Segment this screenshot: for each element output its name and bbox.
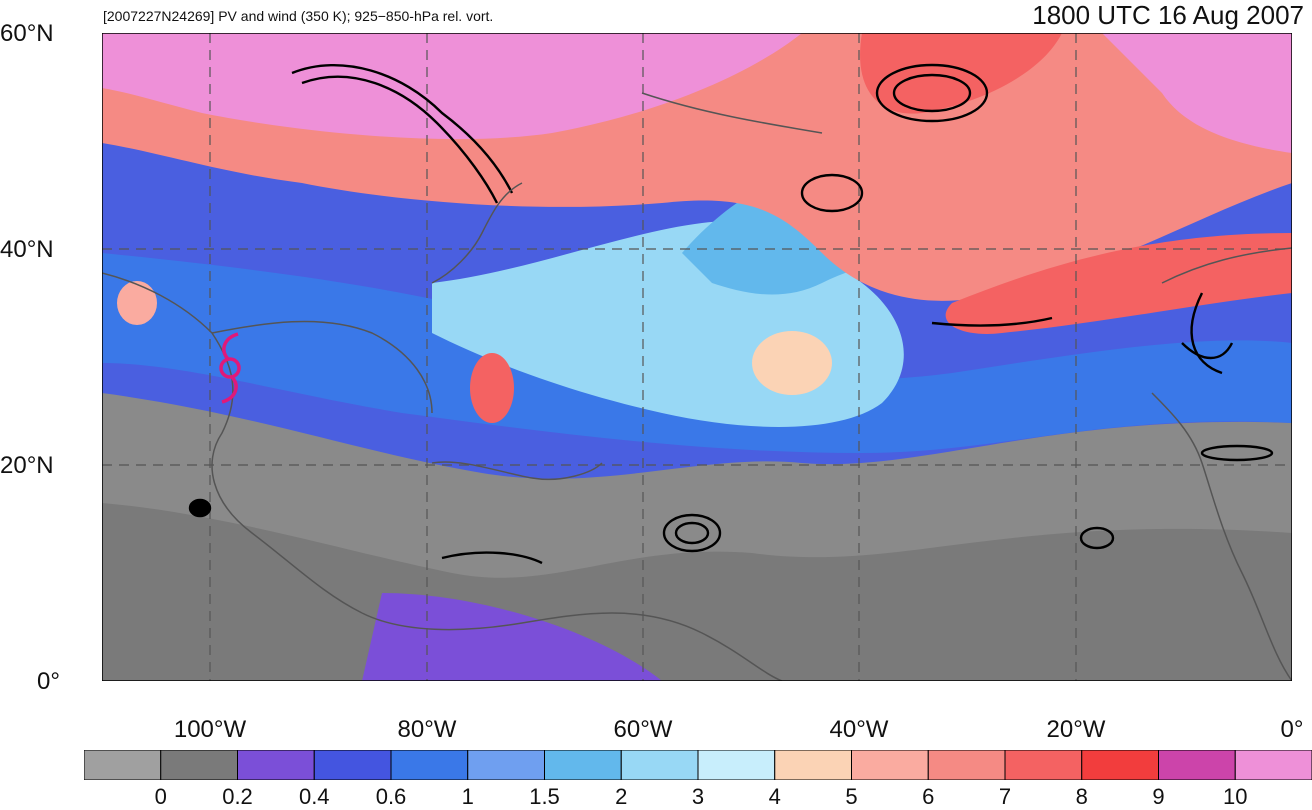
gridlines xyxy=(102,33,1292,681)
colorbar-swatch xyxy=(927,750,1006,780)
colorbar-tick-label: 0.4 xyxy=(298,784,330,809)
colorbar-tick-label: 0.6 xyxy=(375,784,407,809)
colorbar-tick-label: 6 xyxy=(922,784,935,809)
colorbar-tick-label: 0 xyxy=(154,784,167,809)
very-high-pv-ne xyxy=(1102,33,1292,153)
colorbar-swatch xyxy=(1004,750,1083,780)
colorbar-tick-label: 4 xyxy=(768,784,781,809)
coastlines xyxy=(102,92,1292,681)
colorbar-tick-label: 2 xyxy=(615,784,628,809)
colorbar-swatch xyxy=(237,750,315,780)
colorbar-swatch xyxy=(1158,750,1236,780)
lat-label-eq: 0° xyxy=(37,668,60,695)
pv-streamer xyxy=(945,233,1292,334)
colorbar-swatch xyxy=(84,750,162,780)
colorbar-tick-label: 9 xyxy=(1152,784,1165,809)
map-panel xyxy=(101,32,1293,682)
high-pv-core xyxy=(860,33,1062,114)
lat-label-20n: 20°N xyxy=(0,452,54,479)
map-title: 1800 UTC 16 Aug 2007 xyxy=(1032,0,1304,30)
colorbar-swatch xyxy=(620,750,699,780)
lon-label-80w: 80°W xyxy=(397,716,457,743)
purple-patch xyxy=(362,593,662,681)
pv-cutoff-west xyxy=(470,353,514,423)
pv-cutoff-mexico xyxy=(117,281,157,325)
colorbar-swatch xyxy=(390,750,469,780)
colorbar-swatch xyxy=(467,750,545,780)
lon-label-40w: 40°W xyxy=(829,716,889,743)
colorbar-swatch xyxy=(160,750,238,780)
lon-label-100w: 100°W xyxy=(173,716,247,743)
colorbar-swatch xyxy=(313,750,392,780)
very-high-pv-region xyxy=(102,33,802,140)
colorbar-tick-label: 1.5 xyxy=(529,784,560,809)
lon-label-20w: 20°W xyxy=(1046,716,1106,743)
map-subtitle: [2007227N24269] PV and wind (350 K); 925… xyxy=(103,8,494,24)
lat-label-60n: 60°N xyxy=(0,20,54,47)
colorbar-tick-label: 3 xyxy=(691,784,705,809)
blue-band xyxy=(102,253,1292,453)
colorbar-swatch xyxy=(697,750,776,780)
colorbar-swatch xyxy=(1234,750,1312,780)
colorbar-tick-label: 8 xyxy=(1075,784,1088,809)
hurricane-icon xyxy=(219,332,241,404)
lon-label-60w: 60°W xyxy=(613,716,673,743)
colorbar-tick-label: 1 xyxy=(461,784,474,809)
colorbar-swatch xyxy=(1081,750,1159,780)
colorbar-swatch xyxy=(544,750,622,780)
colorbar xyxy=(84,750,1312,780)
colorbar-tick-label: 7 xyxy=(998,784,1012,809)
pv-field-map xyxy=(101,32,1293,682)
colorbar-tick-label: 5 xyxy=(845,784,858,809)
lon-label-0: 0° xyxy=(1280,716,1304,743)
colorbar-tick-label: 10 xyxy=(1223,784,1248,809)
colorbar-tick-label: 0.2 xyxy=(222,784,253,809)
vorticity-contours xyxy=(188,63,1274,565)
lat-label-40n: 40°N xyxy=(0,236,54,263)
colorbar-swatch xyxy=(774,750,852,780)
colorbar-swatch xyxy=(851,750,929,780)
pv-cutoff-east xyxy=(752,331,832,395)
